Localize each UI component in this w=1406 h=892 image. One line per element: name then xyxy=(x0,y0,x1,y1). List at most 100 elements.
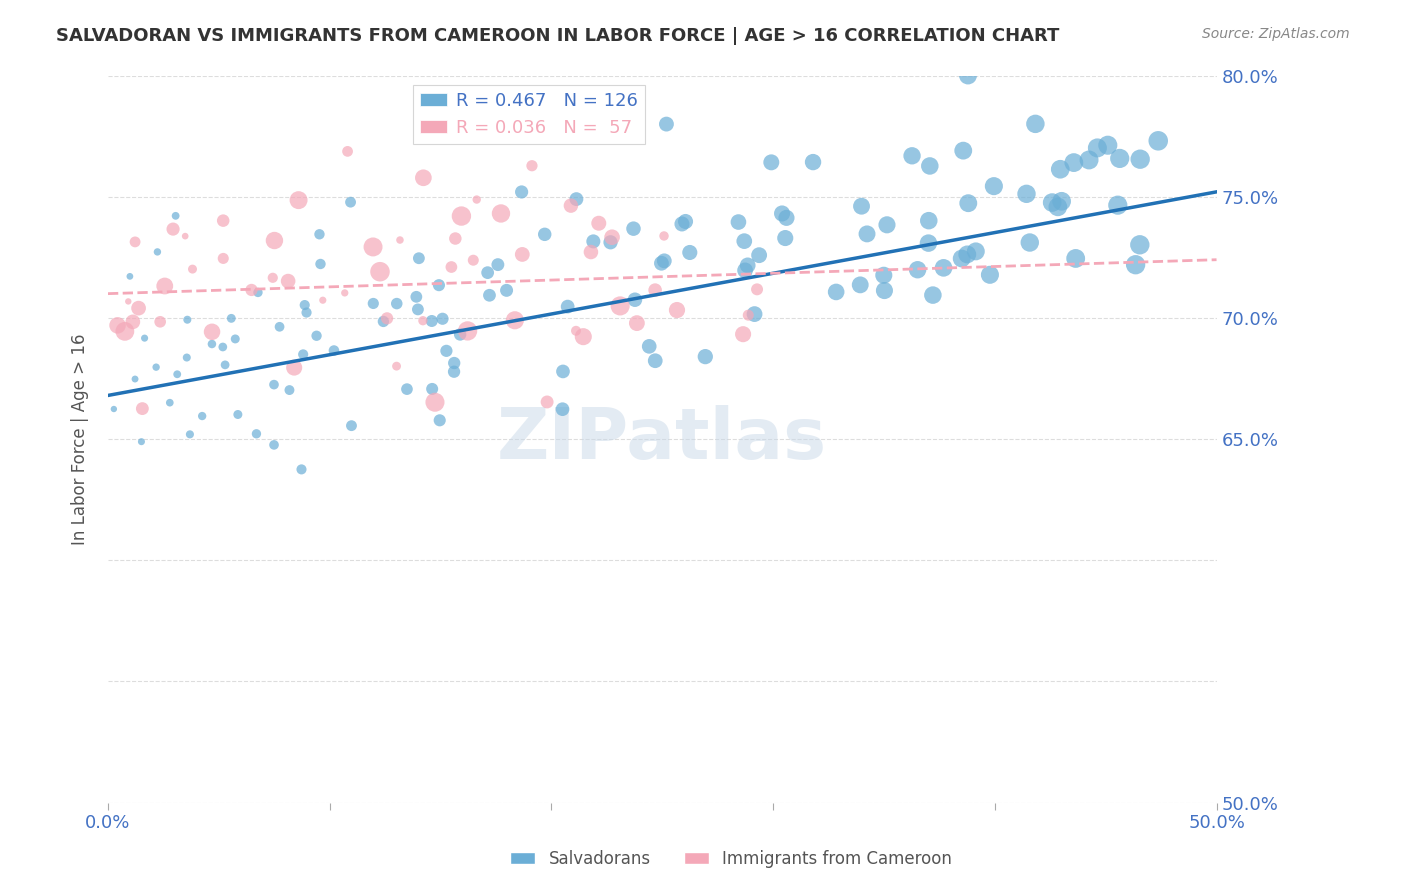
Point xyxy=(269,319,291,334)
Point xyxy=(262,270,284,285)
Point xyxy=(1147,134,1170,148)
Text: ZIPatlas: ZIPatlas xyxy=(498,405,827,474)
Point xyxy=(770,206,793,220)
Point xyxy=(533,227,555,242)
Point xyxy=(748,248,770,262)
Point xyxy=(179,427,201,442)
Point xyxy=(340,418,363,433)
Point xyxy=(1107,198,1129,212)
Point xyxy=(145,360,167,375)
Point xyxy=(124,372,146,386)
Point xyxy=(277,274,299,288)
Point xyxy=(503,313,526,327)
Point xyxy=(412,170,434,185)
Point xyxy=(191,409,214,423)
Point xyxy=(873,268,896,283)
Point xyxy=(1097,138,1119,153)
Point xyxy=(385,359,408,373)
Point xyxy=(486,258,509,272)
Point xyxy=(440,260,463,274)
Point xyxy=(695,350,717,364)
Point xyxy=(226,408,249,422)
Point xyxy=(333,285,356,300)
Point xyxy=(572,329,595,343)
Point xyxy=(212,252,235,266)
Point xyxy=(510,185,533,199)
Point xyxy=(1125,258,1147,272)
Point xyxy=(1064,252,1087,266)
Point xyxy=(1108,152,1130,166)
Point xyxy=(536,395,558,409)
Point xyxy=(665,303,688,318)
Point xyxy=(679,245,702,260)
Point xyxy=(638,339,661,353)
Point xyxy=(745,282,768,296)
Point xyxy=(444,231,467,245)
Point xyxy=(626,316,648,330)
Point xyxy=(644,283,666,297)
Point xyxy=(922,288,945,302)
Point xyxy=(181,262,204,277)
Point xyxy=(246,285,269,300)
Point xyxy=(979,268,1001,282)
Point xyxy=(588,216,610,230)
Point xyxy=(510,247,533,261)
Point xyxy=(644,353,666,368)
Point xyxy=(176,351,198,365)
Point xyxy=(801,155,824,169)
Point xyxy=(965,244,987,259)
Point xyxy=(107,318,129,333)
Point xyxy=(733,327,755,342)
Point xyxy=(918,213,941,227)
Point xyxy=(551,364,574,378)
Point xyxy=(737,258,759,272)
Point xyxy=(128,301,150,315)
Point xyxy=(856,227,879,241)
Point xyxy=(957,196,980,211)
Point xyxy=(263,438,285,452)
Point xyxy=(1129,237,1152,252)
Point xyxy=(650,256,672,270)
Point xyxy=(579,245,602,260)
Point xyxy=(1040,195,1063,210)
Point xyxy=(520,159,543,173)
Point xyxy=(309,257,332,271)
Point xyxy=(114,324,136,338)
Point xyxy=(551,402,574,417)
Point xyxy=(761,155,783,169)
Point xyxy=(565,192,588,206)
Point xyxy=(149,315,172,329)
Point xyxy=(952,144,974,158)
Point xyxy=(652,253,675,268)
Point xyxy=(429,413,451,427)
Point xyxy=(565,324,588,338)
Point xyxy=(339,195,361,210)
Point xyxy=(240,283,263,297)
Point xyxy=(176,312,198,326)
Point xyxy=(420,314,443,328)
Point xyxy=(290,462,312,476)
Point xyxy=(117,294,139,309)
Point xyxy=(336,145,359,159)
Point xyxy=(443,356,465,370)
Point xyxy=(457,324,479,338)
Point xyxy=(956,247,979,261)
Point xyxy=(287,193,309,207)
Point xyxy=(876,218,898,232)
Point xyxy=(495,284,517,298)
Point xyxy=(214,358,236,372)
Point xyxy=(375,311,398,326)
Point xyxy=(675,214,697,228)
Point xyxy=(385,296,408,310)
Point xyxy=(294,298,316,312)
Point xyxy=(775,211,797,225)
Point xyxy=(131,434,153,449)
Point xyxy=(212,213,235,227)
Point xyxy=(449,327,471,342)
Point xyxy=(478,288,501,302)
Point xyxy=(599,235,621,250)
Point xyxy=(162,222,184,236)
Point xyxy=(1049,162,1071,177)
Point xyxy=(118,269,141,284)
Point xyxy=(278,383,301,397)
